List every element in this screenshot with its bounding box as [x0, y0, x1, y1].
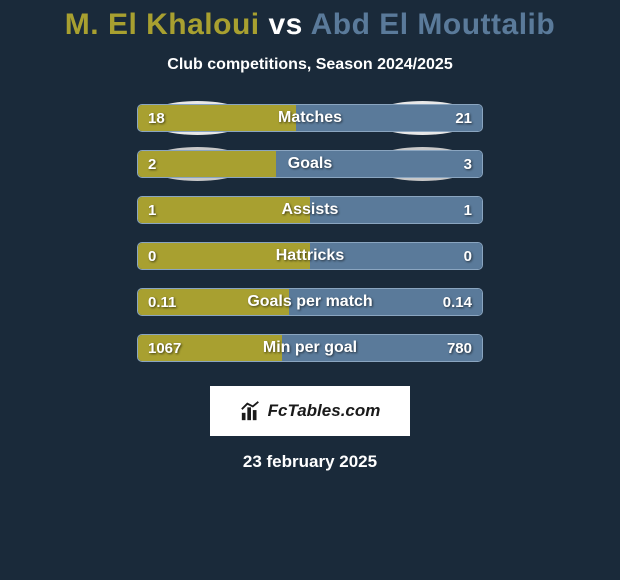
stat-label: Matches	[138, 105, 482, 131]
stat-bar: 23Goals	[137, 150, 483, 178]
brand-text: FcTables.com	[268, 401, 381, 421]
date-text: 23 february 2025	[243, 452, 377, 472]
vs-text: vs	[268, 8, 302, 41]
page-title: M. El Khaloui vs Abd El Mouttalib	[65, 8, 555, 42]
stat-row: 11Assists	[137, 196, 483, 224]
stat-label: Min per goal	[138, 335, 482, 361]
stat-row: 00Hattricks	[137, 242, 483, 270]
stat-row: 1067780Min per goal	[137, 334, 483, 362]
stat-label: Goals per match	[138, 289, 482, 315]
stat-row: 1821Matches	[137, 104, 483, 132]
stat-bar: 1821Matches	[137, 104, 483, 132]
stat-label: Goals	[138, 151, 482, 177]
stat-bar: 00Hattricks	[137, 242, 483, 270]
stat-row: 23Goals	[137, 150, 483, 178]
comparison-infographic: M. El Khaloui vs Abd El Mouttalib Club c…	[0, 0, 620, 472]
stat-row: 0.110.14Goals per match	[137, 288, 483, 316]
stat-label: Hattricks	[138, 243, 482, 269]
chart-icon	[240, 400, 262, 422]
player1-name: M. El Khaloui	[65, 8, 260, 41]
subtitle: Club competitions, Season 2024/2025	[167, 56, 452, 74]
player2-name: Abd El Mouttalib	[311, 8, 556, 41]
stat-bar: 1067780Min per goal	[137, 334, 483, 362]
stat-label: Assists	[138, 197, 482, 223]
brand-badge: FcTables.com	[210, 386, 410, 436]
stat-rows: 1821Matches 23Goals 11Assists 00Hattricks 0.…	[137, 104, 483, 380]
stat-bar: 0.110.14Goals per match	[137, 288, 483, 316]
stat-bar: 11Assists	[137, 196, 483, 224]
